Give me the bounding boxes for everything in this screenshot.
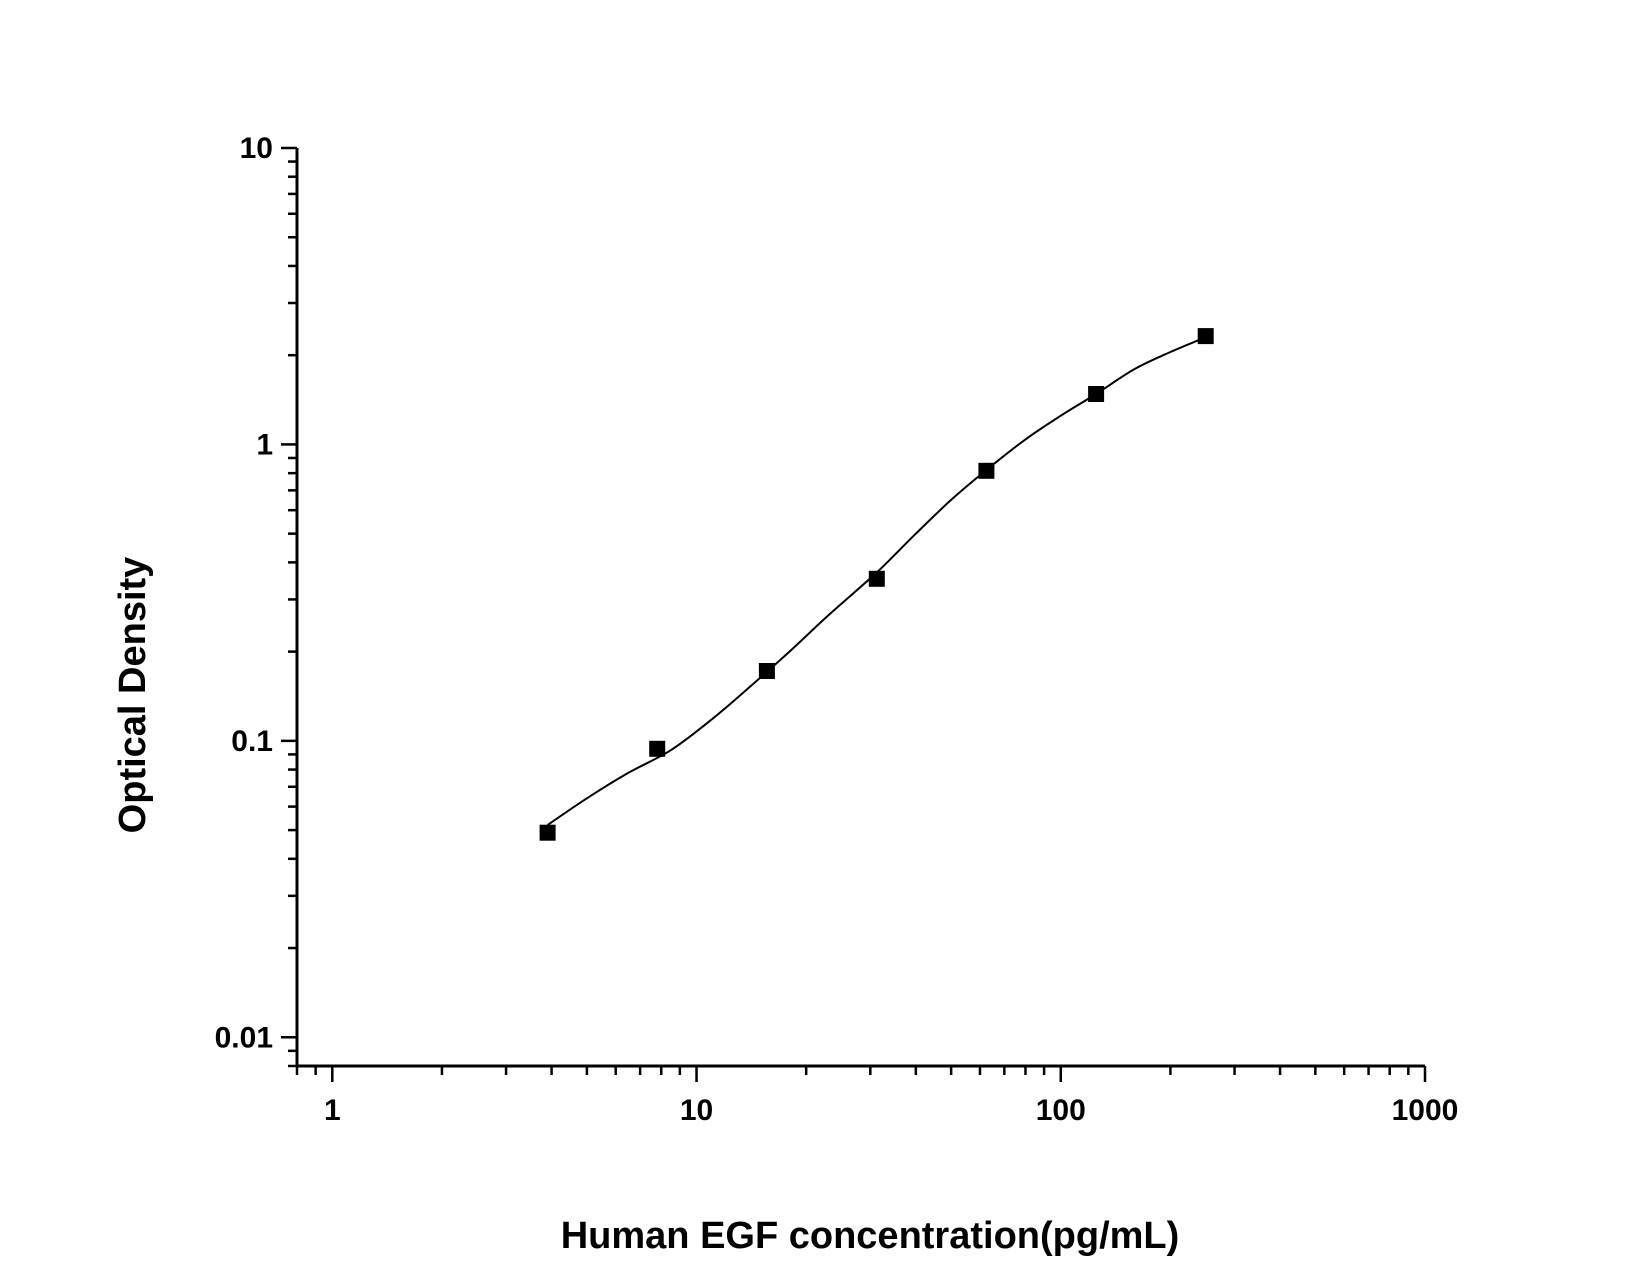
y-tick-label: 10 (240, 132, 273, 165)
y-tick-label: 0.01 (215, 1021, 273, 1054)
x-tick-label: 10 (680, 1094, 713, 1127)
data-point (868, 570, 885, 587)
data-point (1088, 386, 1105, 402)
x-axis-title: Human EGF concentration(pg/mL) (561, 1215, 1180, 1257)
x-tick-label: 100 (1036, 1094, 1086, 1127)
data-point (539, 824, 556, 841)
axes: 1 10 100 1000 0.01 0.1 1 10 (215, 132, 1459, 1127)
x-tick-label: 1 (324, 1094, 341, 1127)
data-point (758, 663, 775, 679)
data-point (978, 462, 995, 479)
data-points-layer (539, 328, 1214, 841)
y-tick-label: 1 (256, 428, 273, 461)
data-point (1197, 328, 1214, 345)
x-tick-label: 1000 (1392, 1094, 1459, 1127)
y-tick-label: 0.1 (231, 725, 273, 758)
y-axis-title: Optical Density (112, 557, 154, 834)
data-point (649, 740, 666, 757)
